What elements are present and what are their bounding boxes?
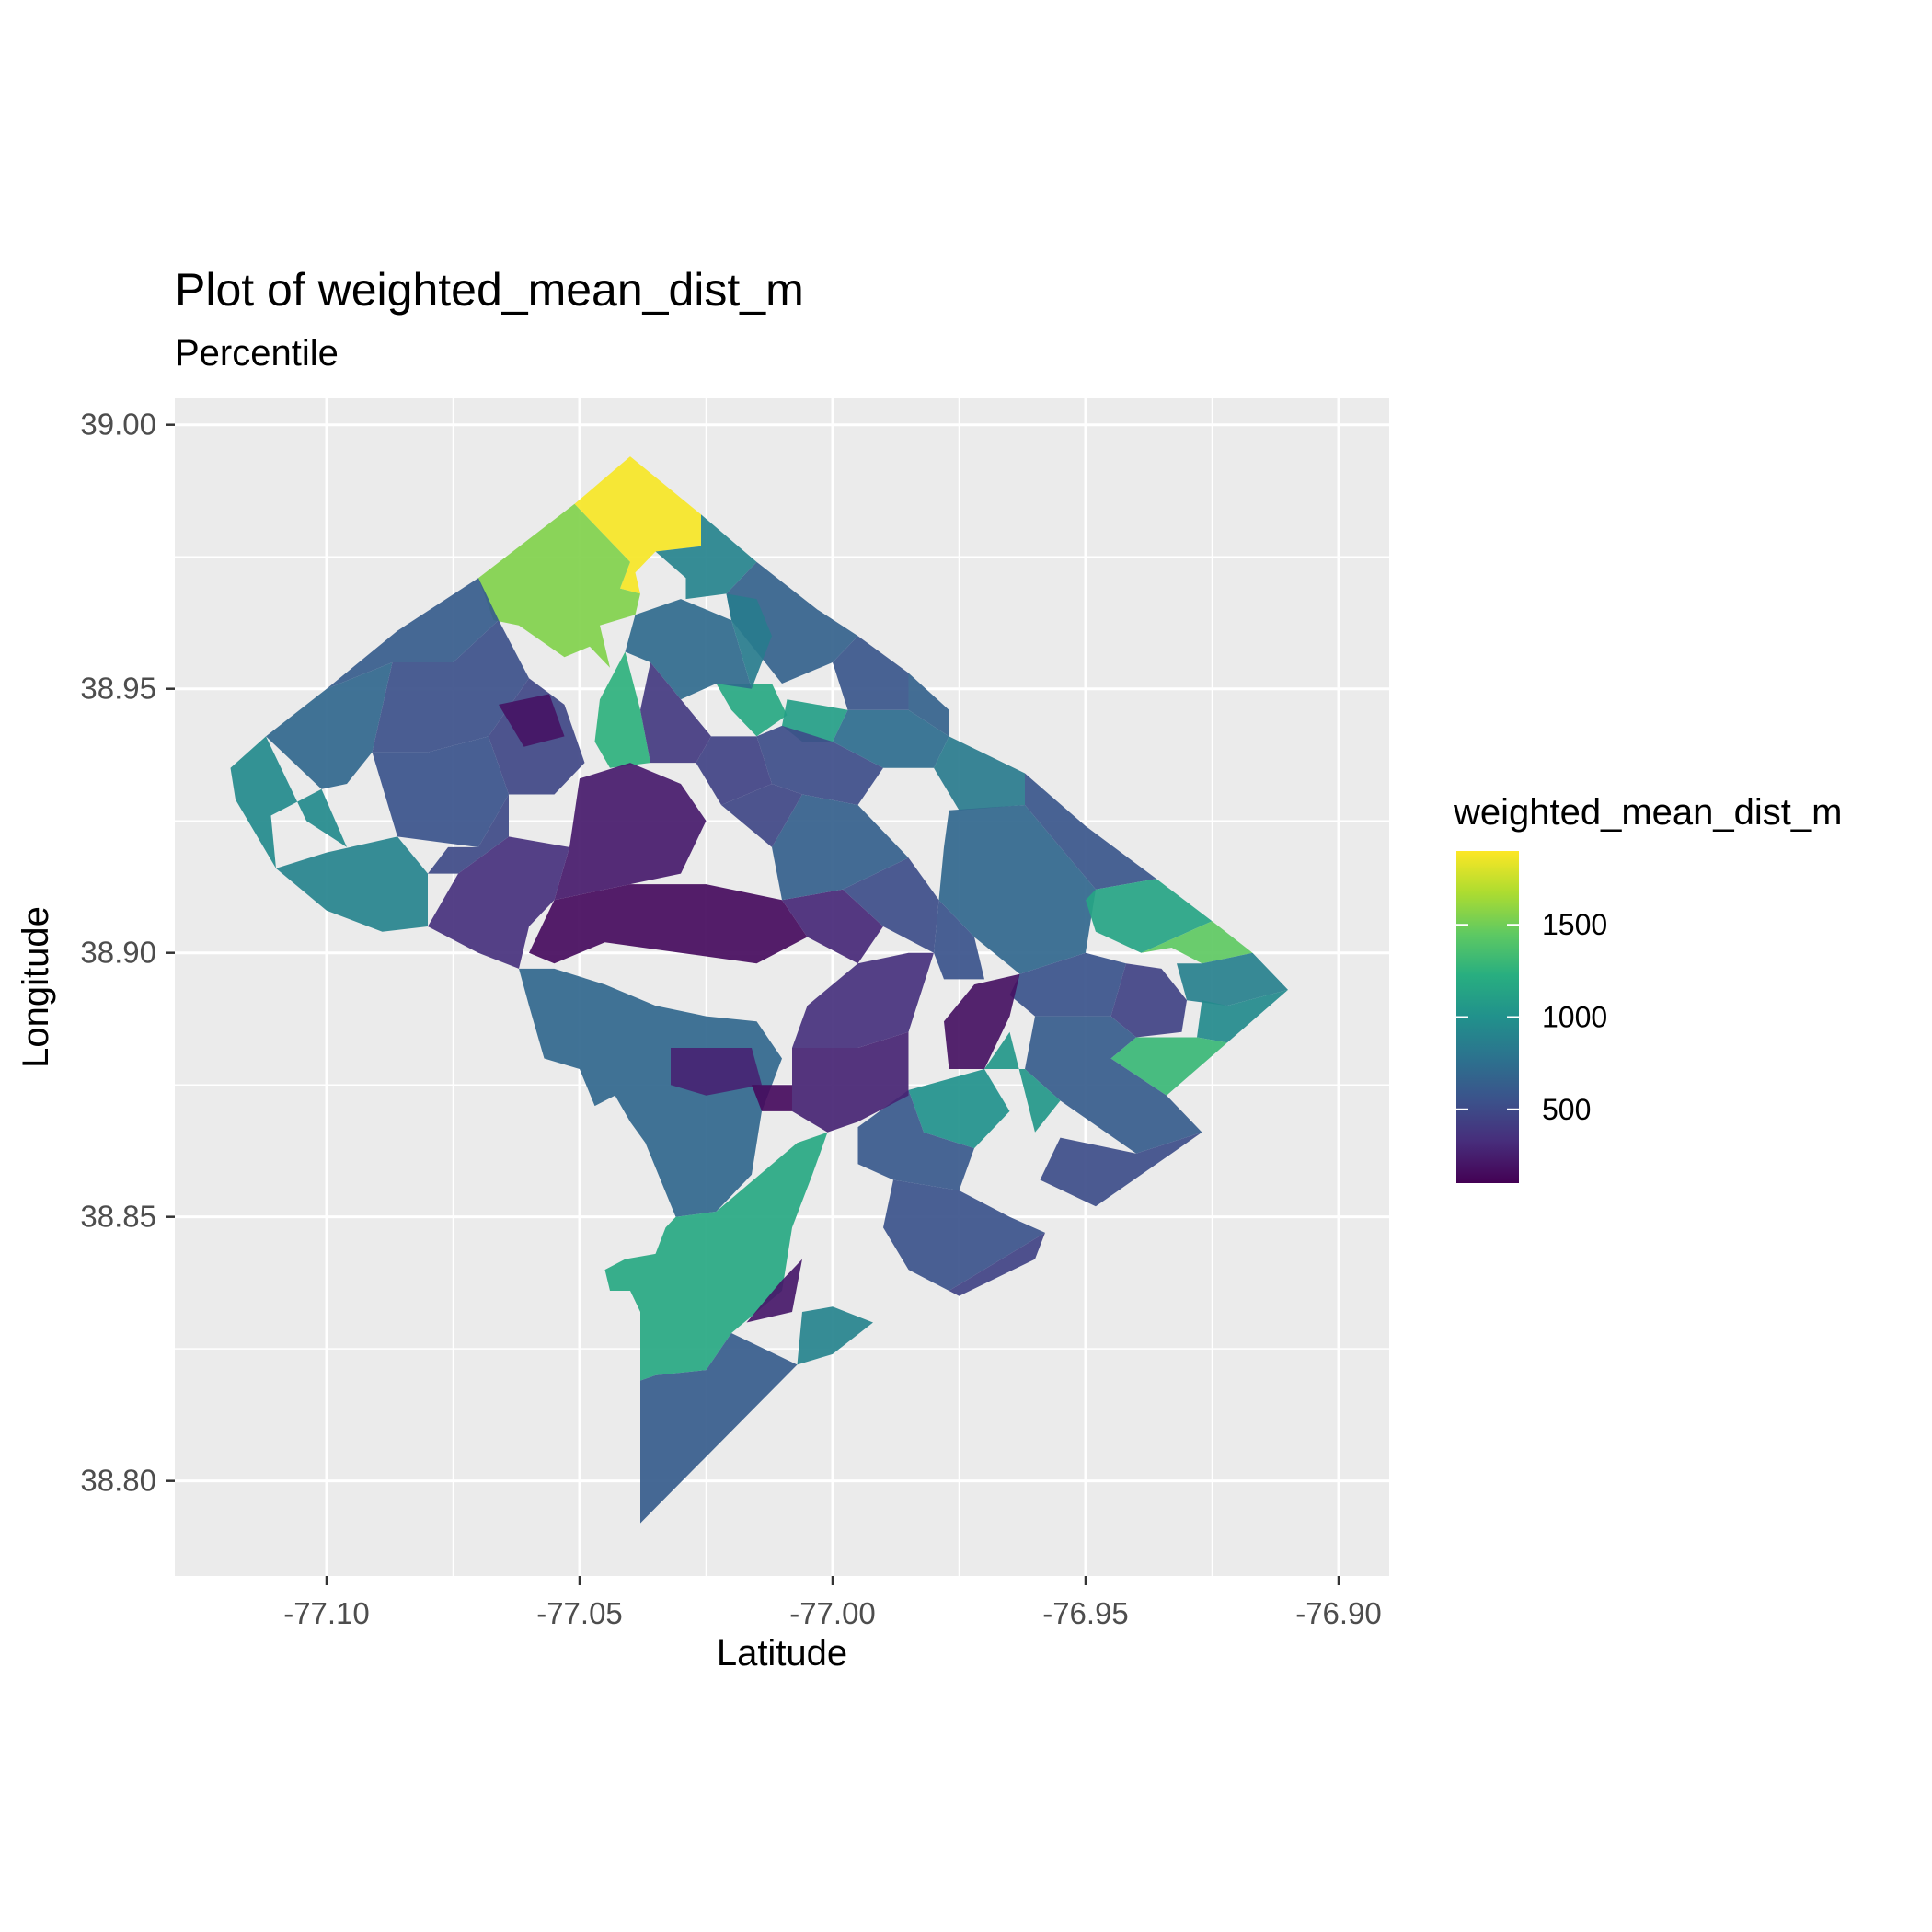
region-east-corner-2 xyxy=(1197,989,1288,1043)
region-fort-lincoln xyxy=(934,736,1025,811)
x-tick-label: -77.10 xyxy=(283,1596,370,1630)
legend-break-label: 1000 xyxy=(1542,1001,1607,1034)
region-navy-yard xyxy=(752,1085,792,1111)
region-northeast-big xyxy=(938,805,1096,974)
region-fort-dupont xyxy=(1025,1016,1202,1154)
region-anacostia xyxy=(857,1089,974,1190)
region-friendship-heights xyxy=(372,620,529,753)
x-axis-title: Latitude xyxy=(717,1633,847,1673)
region-hillcrest-green xyxy=(984,1031,1061,1133)
region-noma xyxy=(782,889,883,964)
region-takoma xyxy=(726,593,772,689)
region-wakefield xyxy=(327,578,499,689)
region-rock-creek-north xyxy=(594,651,650,768)
y-tick-label: 38.80 xyxy=(80,1464,156,1498)
region-rock-creek-center xyxy=(625,599,752,700)
region-georgetown xyxy=(428,836,569,969)
region-tenleytown xyxy=(372,736,509,847)
region-bellevue xyxy=(949,1232,1045,1296)
y-tick-label: 39.00 xyxy=(80,408,156,442)
y-axis-title: Longitude xyxy=(16,906,56,1068)
region-deanwood-light xyxy=(1141,921,1253,964)
legend-ticks: 500 1000 1500 xyxy=(1456,908,1607,1126)
region-queens-chapel xyxy=(833,636,909,710)
region-deanwood-green xyxy=(1086,879,1213,953)
y-axis-ticks: 38.80 38.85 38.90 38.95 39.00 xyxy=(80,408,175,1498)
region-riggs-park xyxy=(756,725,883,805)
legend-break-label: 500 xyxy=(1542,1093,1591,1126)
region-langston-strip xyxy=(1025,773,1156,890)
legend: weighted_mean_dist_m 500 1000 1500 xyxy=(1453,792,1842,1183)
legend-title: weighted_mean_dist_m xyxy=(1453,792,1842,833)
y-tick-label: 38.95 xyxy=(80,672,156,706)
region-upper-northeast-strip xyxy=(655,514,757,600)
region-brightwood-park xyxy=(640,662,711,764)
x-tick-label: -76.90 xyxy=(1295,1596,1382,1630)
region-capitol-hill-east xyxy=(792,1031,909,1133)
region-kingman xyxy=(934,900,984,980)
region-petworth xyxy=(696,736,772,805)
region-northwest-far xyxy=(266,662,393,789)
region-woodridge xyxy=(908,673,949,737)
region-anacostia-green xyxy=(908,1069,1010,1149)
region-glover-park xyxy=(428,794,509,874)
region-capitol-south xyxy=(671,1048,762,1096)
region-bolling-south xyxy=(797,1306,873,1365)
x-axis-ticks: -77.10 -77.05 -77.00 -76.95 -76.90 xyxy=(283,1576,1382,1630)
region-trinidad xyxy=(843,857,939,953)
region-benning-green xyxy=(1110,1037,1227,1096)
region-east-corner xyxy=(1177,952,1288,1006)
region-brookland xyxy=(721,784,802,847)
map-regions xyxy=(230,456,1288,1524)
region-northwest-upper xyxy=(478,503,640,668)
region-far-west-edge xyxy=(230,736,347,868)
region-marshall-heights xyxy=(1040,1132,1202,1207)
y-tick-label: 38.85 xyxy=(80,1200,156,1234)
chart-subtitle: Percentile xyxy=(175,333,339,374)
region-ivy-city xyxy=(772,794,909,901)
region-river-terrace-dark xyxy=(944,973,1020,1069)
y-tick-label: 38.90 xyxy=(80,936,156,970)
region-shaw-columbia xyxy=(554,763,707,901)
region-east-big xyxy=(1009,952,1126,1017)
region-congress-heights xyxy=(883,1179,1045,1291)
region-benning-ridge xyxy=(1110,963,1187,1038)
region-van-ness-dark xyxy=(499,694,565,747)
region-north-tip xyxy=(574,456,701,594)
region-brightwood-east xyxy=(716,684,788,737)
region-lamond-riggs xyxy=(833,709,949,768)
region-south-park-green xyxy=(604,1132,828,1381)
region-east-capitol-north xyxy=(792,952,934,1048)
x-tick-label: -77.00 xyxy=(789,1596,876,1630)
region-washington-highlands xyxy=(746,1259,802,1323)
x-tick-label: -76.95 xyxy=(1042,1596,1129,1630)
x-tick-label: -77.05 xyxy=(536,1596,623,1630)
region-downtown-core xyxy=(529,884,808,964)
chart-title: Plot of weighted_mean_dist_m xyxy=(175,264,804,316)
region-south-tip xyxy=(640,1333,798,1524)
region-southwest-waterfront xyxy=(519,968,782,1217)
legend-break-label: 1500 xyxy=(1542,908,1607,941)
region-palisades xyxy=(276,836,428,932)
